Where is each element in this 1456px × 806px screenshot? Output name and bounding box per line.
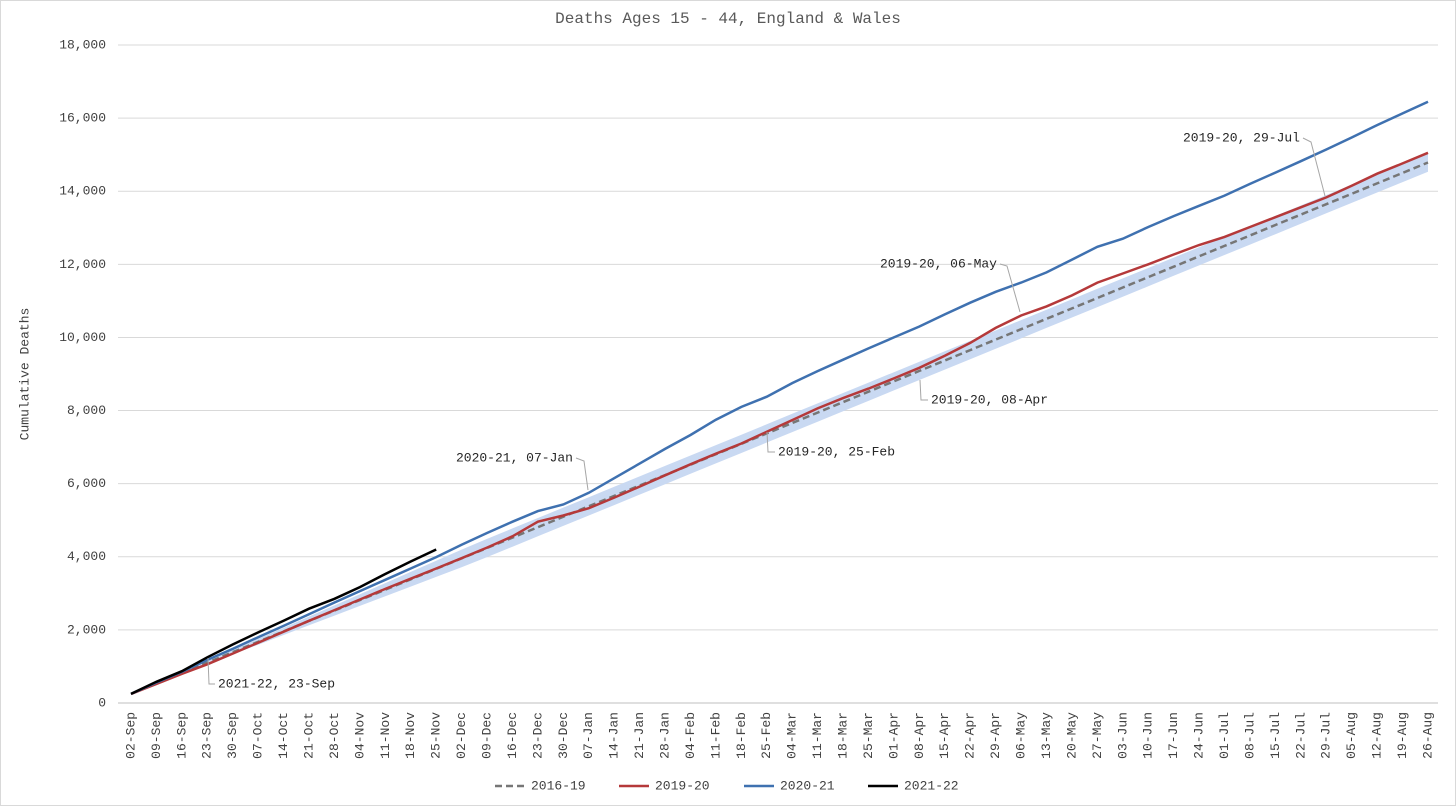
y-tick-label: 14,000 (59, 184, 106, 199)
legend-label: 2021-22 (904, 778, 959, 793)
x-tick-label: 12-Aug (1370, 712, 1385, 759)
x-tick-label: 04-Nov (352, 712, 367, 759)
x-tick-label: 15-Jul (1268, 712, 1283, 759)
x-tick-label: 10-Jun (1141, 712, 1156, 759)
x-tick-label: 08-Apr (912, 712, 927, 759)
legend-label: 2020-21 (780, 778, 835, 793)
x-tick-label: 23-Sep (200, 712, 215, 759)
x-tick-label: 11-Feb (708, 712, 723, 759)
x-tick-label: 04-Mar (785, 712, 800, 759)
x-tick-label: 28-Oct (327, 712, 342, 759)
x-tick-label: 29-Jul (1319, 712, 1334, 759)
y-tick-label: 2,000 (67, 622, 106, 637)
x-tick-label: 02-Dec (454, 712, 469, 759)
annotation: 2020-21, 07-Jan (456, 450, 573, 465)
x-tick-label: 07-Jan (581, 712, 596, 759)
x-tick-label: 28-Jan (657, 712, 672, 759)
x-tick-label: 29-Apr (988, 712, 1003, 759)
y-tick-label: 8,000 (67, 403, 106, 418)
x-tick-label: 03-Jun (1115, 712, 1130, 759)
x-tick-label: 22-Jul (1293, 712, 1308, 759)
range-band (131, 153, 1428, 694)
x-tick-label: 23-Dec (530, 712, 545, 759)
x-tick-label: 06-May (1014, 712, 1029, 759)
y-tick-label: 10,000 (59, 330, 106, 345)
x-tick-label: 05-Aug (1344, 712, 1359, 759)
x-tick-label: 22-Apr (963, 712, 978, 759)
x-tick-label: 20-May (1064, 712, 1079, 759)
x-tick-label: 15-Apr (937, 712, 952, 759)
y-tick-label: 12,000 (59, 257, 106, 272)
x-tick-label: 16-Dec (505, 712, 520, 759)
x-tick-label: 09-Sep (149, 712, 164, 759)
annotation: 2019-20, 08-Apr (931, 392, 1048, 407)
series-line (130, 548, 437, 696)
y-axis-label: Cumulative Deaths (17, 308, 32, 441)
x-tick-label: 04-Feb (683, 712, 698, 759)
x-tick-label: 02-Sep (123, 712, 138, 759)
x-tick-label: 18-Feb (734, 712, 749, 759)
x-tick-label: 21-Oct (301, 712, 316, 759)
x-tick-label: 07-Oct (251, 712, 266, 759)
legend-label: 2016-19 (531, 778, 586, 793)
y-tick-label: 6,000 (67, 476, 106, 491)
y-tick-label: 0 (98, 695, 106, 710)
x-tick-label: 27-May (1090, 712, 1105, 759)
x-tick-label: 01-Jul (1217, 712, 1232, 759)
x-tick-label: 14-Oct (276, 712, 291, 759)
x-tick-label: 08-Jul (1242, 712, 1257, 759)
legend-label: 2019-20 (655, 778, 710, 793)
annotation-leader (575, 457, 589, 491)
annotation: 2019-20, 06-May (880, 256, 997, 271)
annotation-leader (999, 263, 1021, 313)
x-tick-label: 14-Jan (607, 712, 622, 759)
annotation-leader (1302, 137, 1326, 197)
x-tick-label: 21-Jan (632, 712, 647, 759)
annotation-leader (207, 657, 215, 685)
x-tick-label: 24-Jun (1192, 712, 1207, 759)
annotation: 2021-22, 23-Sep (218, 676, 335, 691)
x-tick-label: 25-Nov (429, 712, 444, 759)
series-line (130, 100, 1429, 696)
x-tick-label: 26-Aug (1420, 712, 1435, 759)
x-tick-label: 17-Jun (1166, 712, 1181, 759)
x-tick-label: 13-May (1039, 712, 1054, 759)
annotation: 2019-20, 29-Jul (1183, 130, 1300, 145)
x-tick-label: 30-Dec (556, 712, 571, 759)
annotation-leader (766, 431, 775, 453)
x-tick-label: 30-Sep (225, 712, 240, 759)
y-tick-label: 4,000 (67, 549, 106, 564)
x-tick-label: 09-Dec (479, 712, 494, 759)
series-line (130, 151, 1429, 696)
y-tick-label: 18,000 (59, 37, 106, 52)
x-tick-label: 25-Mar (861, 712, 876, 759)
y-tick-label: 16,000 (59, 111, 106, 126)
chart-title: Deaths Ages 15 - 44, England & Wales (555, 10, 901, 28)
x-tick-label: 25-Feb (759, 712, 774, 759)
x-tick-label: 11-Nov (378, 712, 393, 759)
x-tick-label: 11-Mar (810, 712, 825, 759)
x-tick-label: 18-Nov (403, 712, 418, 759)
x-tick-label: 01-Apr (886, 712, 901, 759)
x-tick-label: 16-Sep (174, 712, 189, 759)
x-tick-label: 18-Mar (836, 712, 851, 759)
x-tick-label: 19-Aug (1395, 712, 1410, 759)
annotation: 2019-20, 25-Feb (778, 444, 895, 459)
annotation-leader (919, 379, 928, 401)
